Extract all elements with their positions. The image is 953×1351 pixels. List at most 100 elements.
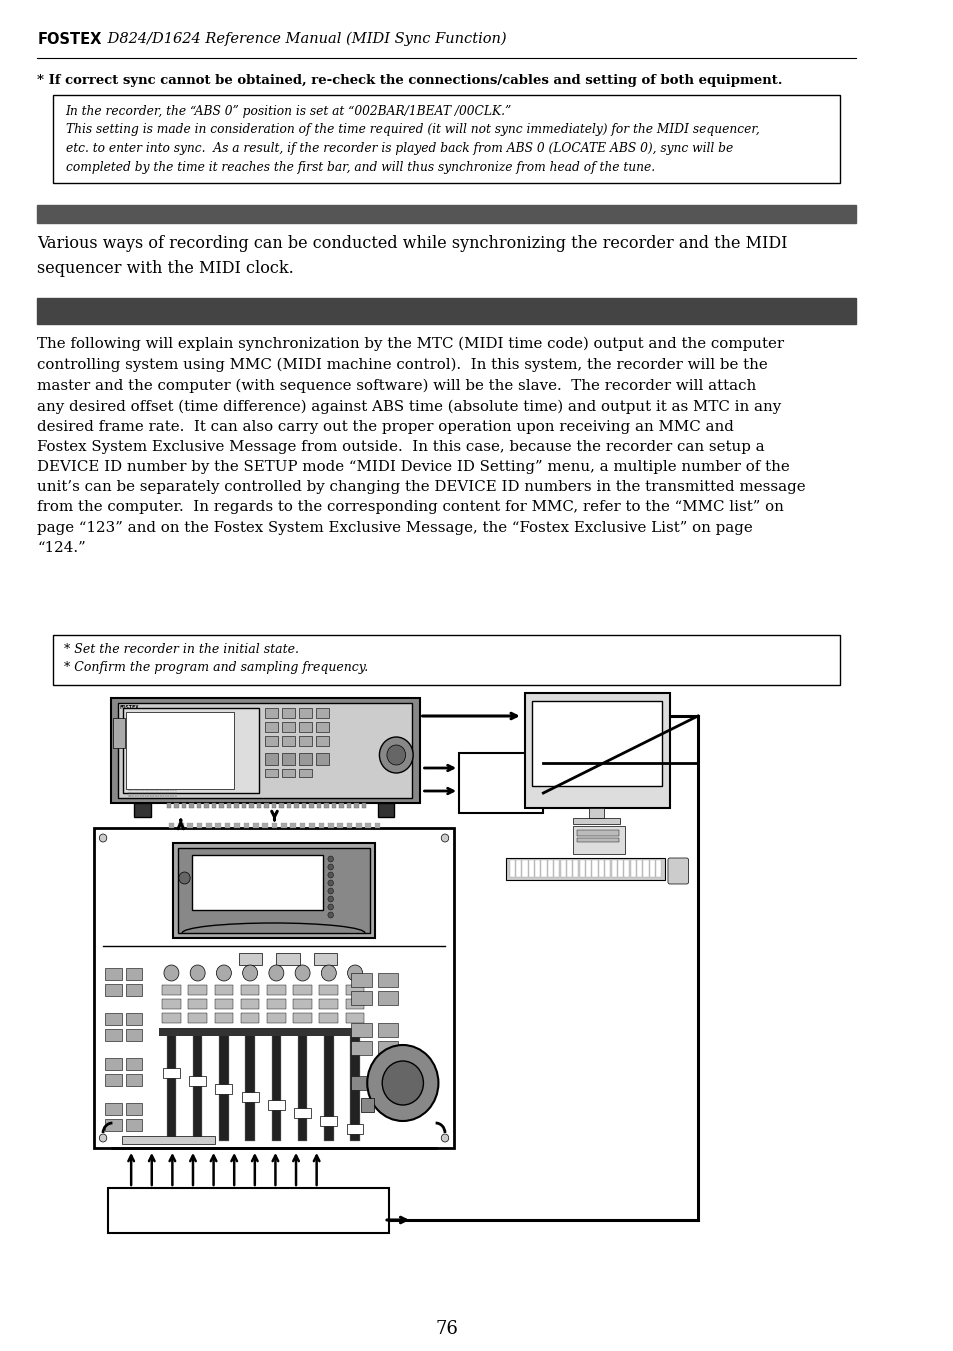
Bar: [324, 802, 329, 808]
Bar: [167, 802, 172, 808]
Bar: [219, 1031, 229, 1142]
Bar: [309, 802, 314, 808]
Bar: [37, 205, 856, 223]
Text: * Set the recorder in the initial state.
* Confirm the program and sampling freq: * Set the recorder in the initial state.…: [64, 643, 368, 674]
Text: FOSTEX: FOSTEX: [120, 705, 139, 711]
Bar: [126, 1102, 142, 1115]
Bar: [320, 1116, 337, 1125]
Bar: [178, 848, 370, 934]
Circle shape: [328, 904, 334, 911]
Bar: [169, 823, 174, 828]
Bar: [319, 985, 337, 994]
Circle shape: [328, 888, 334, 894]
Text: D824/D1624 Reference Manual (MIDI Sync Function): D824/D1624 Reference Manual (MIDI Sync F…: [103, 32, 506, 46]
Bar: [573, 825, 624, 854]
Circle shape: [387, 744, 405, 765]
Bar: [267, 1013, 286, 1023]
Circle shape: [99, 1133, 107, 1142]
Bar: [505, 858, 664, 880]
Bar: [298, 769, 312, 777]
Bar: [315, 736, 329, 746]
Text: In the recorder, the “ABS 0” position is set at “002BAR/1BEAT /00CLK.”
This sett: In the recorder, the “ABS 0” position is…: [66, 105, 759, 173]
Bar: [126, 1013, 142, 1025]
Text: 76: 76: [435, 1320, 457, 1337]
Bar: [238, 952, 262, 965]
Bar: [159, 1028, 369, 1036]
Bar: [547, 861, 553, 877]
Circle shape: [328, 865, 334, 870]
Bar: [350, 1031, 359, 1142]
Bar: [315, 753, 329, 765]
Bar: [267, 985, 286, 994]
Bar: [196, 802, 201, 808]
Bar: [351, 992, 372, 1005]
Bar: [126, 984, 142, 996]
Bar: [240, 1013, 259, 1023]
Bar: [188, 998, 207, 1009]
Bar: [346, 1124, 363, 1133]
Bar: [123, 708, 258, 793]
Bar: [524, 693, 669, 808]
Bar: [188, 1013, 207, 1023]
Bar: [127, 712, 233, 789]
Bar: [192, 855, 323, 911]
Bar: [309, 823, 314, 828]
Bar: [604, 861, 610, 877]
Bar: [592, 861, 597, 877]
Bar: [122, 1136, 215, 1144]
Bar: [214, 985, 233, 994]
Bar: [351, 973, 372, 988]
Bar: [245, 1031, 254, 1142]
Circle shape: [441, 834, 448, 842]
Bar: [240, 998, 259, 1009]
Bar: [241, 1092, 258, 1102]
Bar: [93, 828, 454, 1148]
Bar: [105, 1074, 122, 1086]
Text: ====================: ====================: [128, 794, 177, 798]
Bar: [541, 861, 546, 877]
Circle shape: [179, 871, 190, 884]
Bar: [233, 823, 239, 828]
Bar: [354, 802, 358, 808]
Bar: [351, 1023, 372, 1038]
Circle shape: [242, 965, 257, 981]
Bar: [337, 823, 342, 828]
Bar: [319, 1013, 337, 1023]
Bar: [206, 823, 212, 828]
Bar: [365, 823, 371, 828]
Bar: [126, 1058, 142, 1070]
Circle shape: [216, 965, 232, 981]
Bar: [265, 769, 278, 777]
Circle shape: [328, 871, 334, 878]
Bar: [126, 1119, 142, 1131]
Bar: [293, 985, 312, 994]
Bar: [361, 802, 366, 808]
Bar: [532, 701, 661, 786]
Bar: [105, 1029, 122, 1042]
Bar: [319, 998, 337, 1009]
Bar: [162, 998, 181, 1009]
Bar: [233, 802, 238, 808]
Bar: [528, 861, 534, 877]
Bar: [174, 802, 179, 808]
Circle shape: [367, 1046, 438, 1121]
Bar: [377, 1042, 397, 1055]
Circle shape: [321, 965, 336, 981]
Bar: [214, 998, 233, 1009]
Bar: [293, 998, 312, 1009]
Circle shape: [164, 965, 179, 981]
Circle shape: [99, 834, 107, 842]
Bar: [577, 830, 618, 836]
Bar: [585, 861, 591, 877]
Bar: [53, 635, 840, 685]
Bar: [162, 1013, 181, 1023]
Bar: [315, 721, 329, 732]
Bar: [111, 698, 419, 802]
Bar: [298, 736, 312, 746]
Bar: [314, 952, 337, 965]
Text: ====================: ====================: [128, 788, 177, 792]
Bar: [196, 823, 202, 828]
Circle shape: [328, 880, 334, 886]
Bar: [214, 1013, 233, 1023]
Bar: [355, 823, 361, 828]
